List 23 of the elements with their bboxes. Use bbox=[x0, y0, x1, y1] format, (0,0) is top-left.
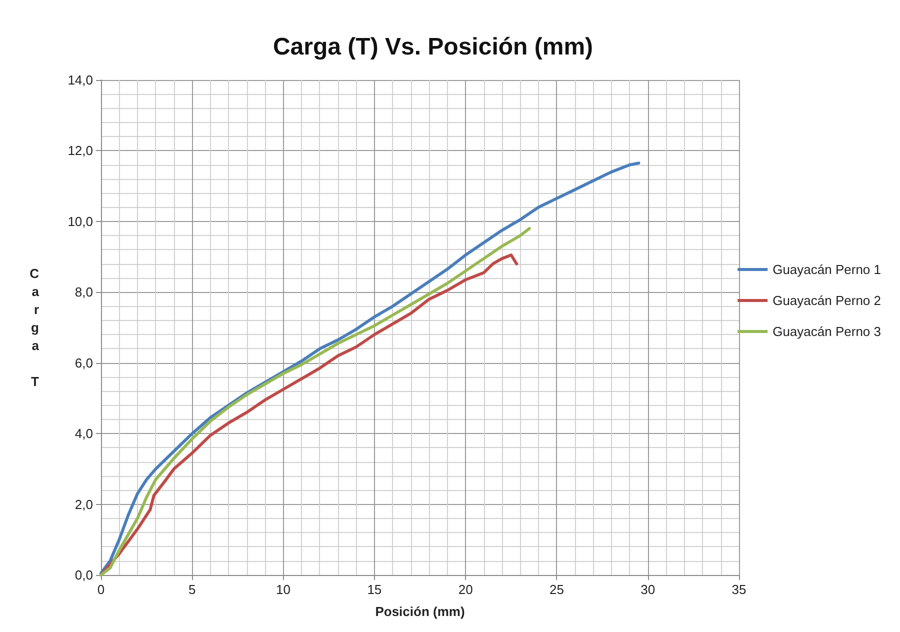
y-tick-label: 4,0 bbox=[74, 426, 93, 442]
chart-title: Carga (T) Vs. Posición (mm) bbox=[272, 34, 594, 60]
x-tick-label: 30 bbox=[640, 582, 656, 597]
x-axis-title: Posición (mm) bbox=[375, 604, 465, 619]
x-tick-label: 35 bbox=[732, 582, 746, 597]
legend-label: Guayacán Perno 3 bbox=[772, 324, 881, 339]
line-series bbox=[100, 162, 640, 575]
y-tick-label: 14,0 bbox=[68, 72, 93, 88]
x-tick-label: 10 bbox=[276, 582, 291, 597]
x-tick-label: 15 bbox=[367, 582, 382, 597]
text: Carga T bbox=[30, 266, 39, 389]
x-tick-label: 5 bbox=[188, 582, 196, 597]
legend-label: Guayacán Perno 1 bbox=[772, 262, 881, 277]
y-tick-label: 12,0 bbox=[68, 143, 93, 158]
y-tick-label: 2,0 bbox=[74, 496, 93, 512]
x-tick-label: 25 bbox=[549, 582, 564, 597]
x-tick-label: 0 bbox=[97, 582, 105, 597]
y-tick-label: 0,0 bbox=[74, 568, 93, 582]
x-tick-label: 20 bbox=[458, 582, 473, 597]
legend-label: Guayacán Perno 2 bbox=[772, 293, 881, 308]
y-tick-label: 6,0 bbox=[74, 355, 93, 370]
y-tick-label: 8,0 bbox=[74, 284, 93, 300]
y-tick-label: 10,0 bbox=[68, 214, 93, 229]
